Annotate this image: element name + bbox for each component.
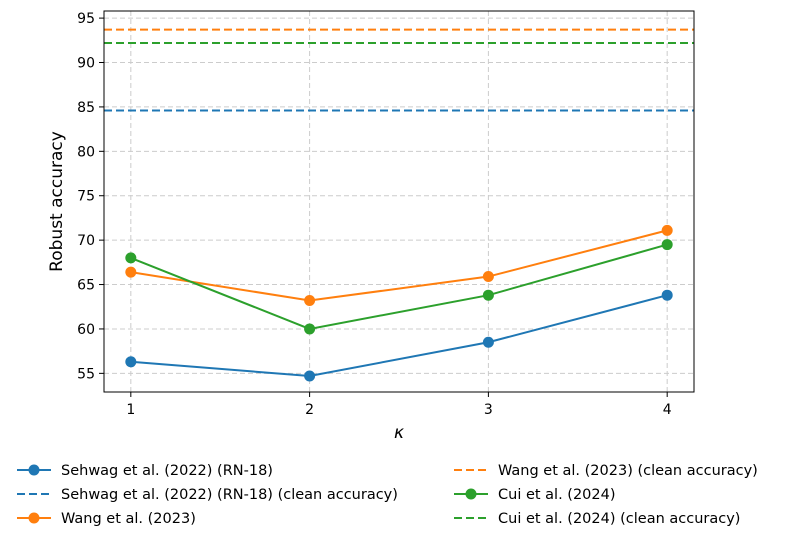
data-point bbox=[482, 289, 494, 301]
legend-entry: Sehwag et al. (2022) (RN-18) (clean accu… bbox=[61, 487, 398, 503]
data-point bbox=[125, 252, 137, 264]
series-line bbox=[130, 229, 668, 302]
data-point bbox=[482, 271, 494, 283]
y-tick-label: 60 bbox=[77, 322, 95, 338]
x-tick-label: 2 bbox=[305, 402, 314, 418]
grid bbox=[104, 11, 694, 392]
y-tick-label: 70 bbox=[77, 233, 95, 249]
series-line bbox=[130, 294, 668, 378]
data-point bbox=[661, 239, 673, 251]
x-tick-label: 3 bbox=[484, 402, 493, 418]
legend-marker bbox=[28, 512, 40, 524]
axes-frame bbox=[103, 10, 695, 393]
series-layer bbox=[104, 28, 694, 382]
legend: Sehwag et al. (2022) (RN-18) Sehwag et al… bbox=[17, 463, 758, 527]
legend-entry: Sehwag et al. (2022) (RN-18) bbox=[61, 463, 273, 479]
data-point bbox=[304, 323, 316, 335]
y-tick-label: 80 bbox=[77, 144, 95, 160]
data-point bbox=[304, 295, 316, 307]
y-tick-label: 95 bbox=[77, 11, 95, 27]
data-point bbox=[304, 370, 316, 382]
legend-entry: Cui et al. (2024) (clean accuracy) bbox=[498, 511, 740, 527]
y-axis-label: Robust accuracy bbox=[47, 131, 67, 272]
y-tick-label: 90 bbox=[77, 56, 95, 72]
y-tick-label: 75 bbox=[77, 189, 95, 205]
legend-entry: Cui et al. (2024) bbox=[498, 487, 616, 503]
series-line bbox=[130, 243, 668, 330]
y-tick-label: 85 bbox=[77, 100, 95, 116]
data-point bbox=[482, 336, 494, 348]
ticks: 1 2 3 4 55 60 65 70 75 80 85 90 95 bbox=[77, 11, 672, 418]
x-tick-label: 4 bbox=[663, 402, 672, 418]
x-tick-label: 1 bbox=[126, 402, 135, 418]
data-point bbox=[661, 289, 673, 301]
data-point bbox=[661, 224, 673, 236]
data-point bbox=[125, 266, 137, 278]
data-point bbox=[125, 356, 137, 368]
y-tick-label: 55 bbox=[77, 366, 95, 382]
legend-entry: Wang et al. (2023) bbox=[61, 511, 196, 527]
legend-marker bbox=[465, 488, 477, 500]
x-axis-label: κ bbox=[394, 423, 404, 443]
legend-entry: Wang et al. (2023) (clean accuracy) bbox=[498, 463, 758, 479]
y-tick-label: 65 bbox=[77, 278, 95, 294]
legend-marker bbox=[28, 464, 40, 476]
